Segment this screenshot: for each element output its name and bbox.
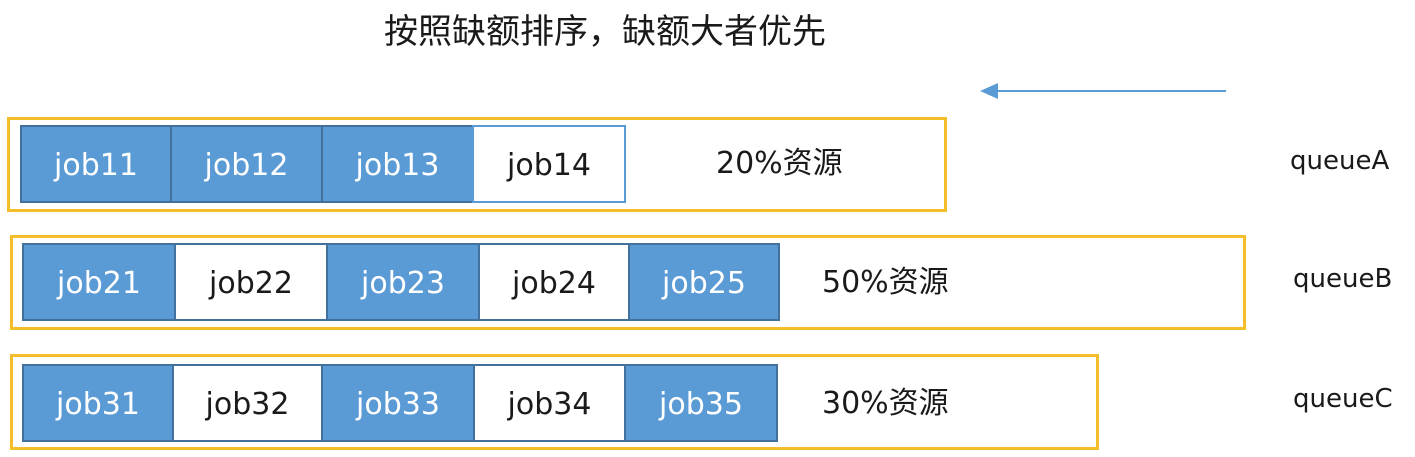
left-arrow-icon	[980, 83, 1226, 99]
job-block: job25	[628, 243, 780, 321]
job-block: job31	[22, 364, 174, 442]
queue-resource-share: 20%资源	[716, 146, 843, 181]
job-block: job24	[478, 243, 630, 321]
job-block: job35	[624, 364, 778, 442]
job-block: job11	[20, 125, 172, 203]
queue-name: queueB	[1293, 264, 1393, 294]
job-block: job21	[22, 243, 176, 321]
job-block: job23	[326, 243, 480, 321]
job-block: job32	[172, 364, 323, 442]
job-block: job13	[321, 125, 474, 203]
job-block: job33	[321, 364, 475, 442]
job-block: job12	[170, 125, 323, 203]
diagram-title: 按照缺额排序，缺额大者优先	[384, 12, 826, 52]
queue-resource-share: 30%资源	[822, 386, 949, 421]
queue-name: queueA	[1290, 146, 1390, 176]
job-block: job34	[473, 364, 626, 442]
job-block: job22	[174, 243, 328, 321]
queue-resource-share: 50%资源	[822, 265, 949, 300]
job-block: job14	[472, 125, 626, 203]
queue-name: queueC	[1293, 384, 1393, 414]
